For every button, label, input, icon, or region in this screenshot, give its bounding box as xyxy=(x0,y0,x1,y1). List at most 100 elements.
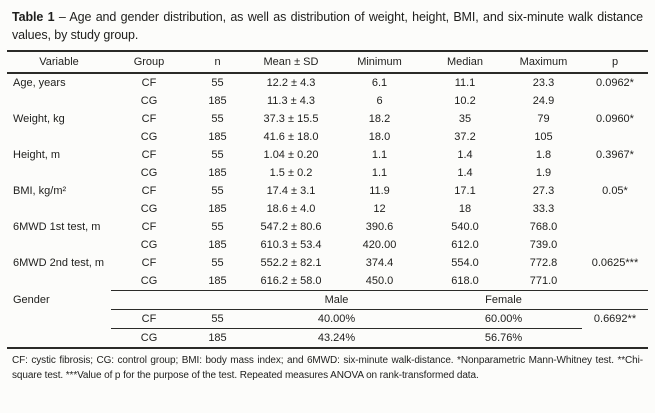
cell-median: 10.2 xyxy=(454,94,476,107)
header-median: Median xyxy=(425,50,505,74)
cell-maximum: 33.3 xyxy=(532,202,555,215)
cell-group: CG xyxy=(140,202,158,215)
cell-group: CF xyxy=(141,256,157,269)
table-row: CG 185 610.3 ± 53.4 420.00 612.0 739.0 xyxy=(7,236,648,254)
cell-n: 185 xyxy=(187,328,248,349)
cell-median: 37.2 xyxy=(454,130,476,143)
cell-p xyxy=(582,218,648,236)
table-row: CG 185 1.5 ± 0.2 1.1 1.4 1.9 xyxy=(7,164,648,182)
cell-variable: Height, m xyxy=(13,148,61,161)
cell-mean-sd: 547.2 ± 80.6 xyxy=(260,220,322,233)
cell-p: 0.0962* xyxy=(596,76,634,89)
cell-minimum: 450.0 xyxy=(365,274,394,287)
cell-group: CG xyxy=(140,238,158,251)
header-mean-sd: Mean ± SD xyxy=(248,50,334,74)
table-footnote: CF: cystic fibrosis; CG: control group; … xyxy=(12,355,643,381)
cell-mean-sd: 1.04 ± 0.20 xyxy=(263,148,319,161)
cell-group: CF xyxy=(141,148,157,161)
cell-maximum: 1.8 xyxy=(535,148,552,161)
table-row: 6MWD 2nd test, m CF 55 552.2 ± 82.1 374.… xyxy=(7,254,648,272)
cell-n: 55 xyxy=(187,309,248,329)
cell-p xyxy=(582,272,648,291)
cell-variable xyxy=(7,164,111,182)
cell-minimum: 1.1 xyxy=(371,148,388,161)
cell-group: CG xyxy=(140,166,158,179)
cell-variable xyxy=(7,200,111,218)
cell-n: 185 xyxy=(208,166,227,179)
header-p: p xyxy=(582,50,648,74)
cell-n: 55 xyxy=(211,76,224,89)
cell-p: 0.0960* xyxy=(596,112,634,125)
table-row: CG 185 11.3 ± 4.3 6 10.2 24.9 xyxy=(7,92,648,110)
header-minimum: Minimum xyxy=(334,50,425,74)
cell-n: 185 xyxy=(208,274,227,287)
cell-p xyxy=(582,164,648,182)
cell-group: CF xyxy=(141,76,157,89)
cell-group: CF xyxy=(111,309,187,329)
cell-variable xyxy=(7,272,111,291)
header-n: n xyxy=(187,50,248,74)
cell-maximum: 739.0 xyxy=(529,238,558,251)
cell-minimum: 12 xyxy=(373,202,386,215)
cell-p: 0.0625*** xyxy=(591,256,639,269)
cell-median: 17.1 xyxy=(454,184,476,197)
cell-maximum: 1.9 xyxy=(535,166,552,179)
cell-maximum: 105 xyxy=(534,130,553,143)
cell-mean-sd: 41.6 ± 18.0 xyxy=(263,130,319,143)
cell-n: 185 xyxy=(208,238,227,251)
cell-mean-sd: 11.3 ± 4.3 xyxy=(266,94,316,107)
cell-p xyxy=(582,236,648,254)
cell-maximum: 23.3 xyxy=(532,76,555,89)
cell-mean-sd: 37.3 ± 15.5 xyxy=(263,112,319,125)
cell-variable: Age, years xyxy=(13,76,66,89)
cell-mean-sd: 17.4 ± 3.1 xyxy=(266,184,316,197)
cell-empty xyxy=(582,290,648,310)
cell-median: 540.0 xyxy=(451,220,479,233)
cell-group: CG xyxy=(111,328,187,349)
gender-header-row: Gender Male Female xyxy=(7,290,648,310)
cell-variable: Weight, kg xyxy=(13,112,65,125)
cell-minimum: 374.4 xyxy=(365,256,394,269)
cell-female-pct: 56.76% xyxy=(425,328,582,349)
cell-minimum: 11.9 xyxy=(369,184,390,197)
cell-minimum: 18.0 xyxy=(368,130,391,143)
table-row: Height, m CF 55 1.04 ± 0.20 1.1 1.4 1.8 … xyxy=(7,146,648,164)
cell-n: 55 xyxy=(211,220,224,233)
cell-minimum: 390.6 xyxy=(365,220,394,233)
cell-empty xyxy=(7,310,111,329)
header-maximum: Maximum xyxy=(505,50,582,74)
header-row: Variable Group n Mean ± SD Minimum Media… xyxy=(7,50,648,74)
cell-n: 55 xyxy=(211,256,224,269)
cell-empty xyxy=(111,290,187,310)
cell-group: CF xyxy=(141,184,157,197)
cell-male-pct: 40.00% xyxy=(248,309,425,329)
cell-p xyxy=(582,200,648,218)
table-row: 6MWD 1st test, m CF 55 547.2 ± 80.6 390.… xyxy=(7,218,648,236)
cell-median: 1.4 xyxy=(457,148,473,161)
cell-mean-sd: 552.2 ± 82.1 xyxy=(260,256,322,269)
cell-n: 55 xyxy=(211,184,224,197)
cell-empty xyxy=(7,328,111,349)
cell-n: 55 xyxy=(211,112,224,125)
cell-mean-sd: 610.3 ± 53.4 xyxy=(260,238,322,251)
cell-n: 185 xyxy=(208,130,227,143)
table-row: CG 185 616.2 ± 58.0 450.0 618.0 771.0 xyxy=(7,272,648,291)
cell-group: CF xyxy=(141,220,157,233)
cell-group: CG xyxy=(140,94,158,107)
table-caption-text: – Age and gender distribution, as well a… xyxy=(12,10,644,42)
cell-median: 612.0 xyxy=(451,238,479,251)
cell-maximum: 24.9 xyxy=(532,94,555,107)
cell-group: CF xyxy=(141,112,157,125)
cell-n: 185 xyxy=(208,94,227,107)
cell-variable xyxy=(7,92,111,110)
cell-variable: 6MWD 1st test, m xyxy=(13,220,101,233)
cell-mean-sd: 616.2 ± 58.0 xyxy=(260,274,322,287)
cell-median: 11.1 xyxy=(454,76,476,89)
cell-variable: Gender xyxy=(13,293,50,306)
cell-group: CG xyxy=(140,274,158,287)
cell-n: 185 xyxy=(208,202,227,215)
cell-mean-sd: 18.6 ± 4.0 xyxy=(266,202,316,215)
gender-row: CG 185 43.24% 56.76% xyxy=(7,328,648,349)
table-row: BMI, kg/m² CF 55 17.4 ± 3.1 11.9 17.1 27… xyxy=(7,182,648,200)
